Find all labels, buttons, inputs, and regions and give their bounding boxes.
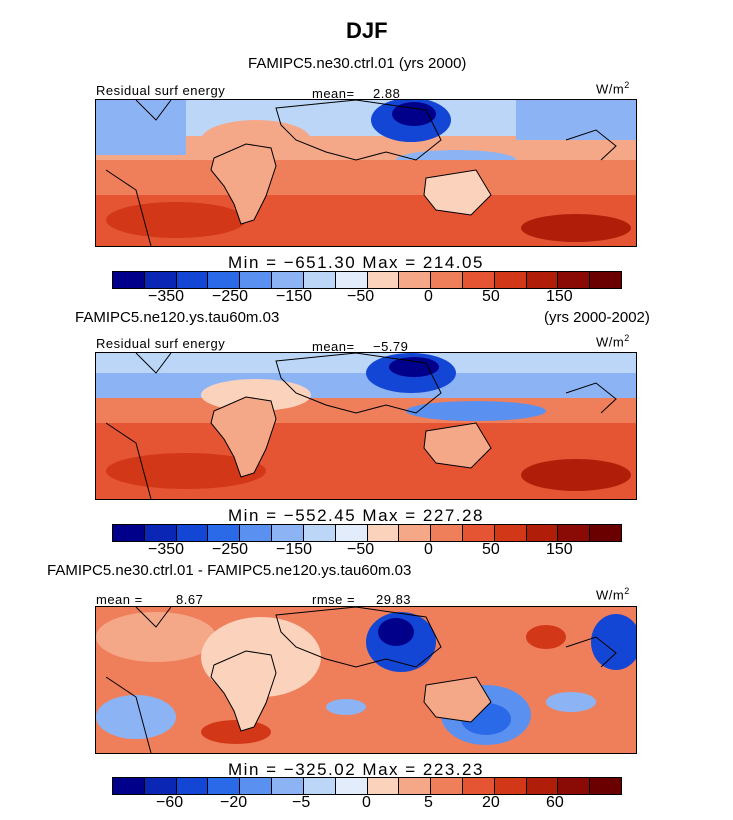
colorbar-swatch: [240, 778, 273, 794]
colorbar-swatch: [494, 525, 527, 541]
panel1-mean-label: mean=: [312, 86, 355, 101]
panel3-map-svg: [96, 607, 636, 753]
colorbar-swatch: [144, 778, 177, 794]
colorbar-swatch: [431, 778, 463, 794]
panel2-tick-5: 50: [482, 541, 500, 558]
colorbar-swatch: [335, 778, 368, 794]
colorbar-swatch: [399, 525, 432, 541]
colorbar-swatch: [399, 272, 432, 288]
panel1-units: W/m2: [596, 80, 630, 97]
colorbar-swatch: [494, 778, 527, 794]
panel2-case-label: FAMIPC5.ne120.ys.tau60m.03: [75, 309, 280, 326]
panel3-tick-3: 0: [362, 794, 371, 811]
panel1-map-svg: [96, 100, 636, 246]
panel2-mean-label: mean=: [312, 339, 355, 354]
colorbar-swatch: [431, 272, 463, 288]
panel1-map: [95, 99, 637, 247]
panel3-rmse-value: 29.83: [376, 592, 412, 607]
panel1-colorbar: [112, 271, 622, 289]
colorbar-swatch: [113, 778, 145, 794]
colorbar-swatch: [303, 272, 336, 288]
colorbar-swatch: [272, 272, 304, 288]
colorbar-swatch: [367, 525, 400, 541]
colorbar-swatch: [558, 525, 591, 541]
colorbar-swatch: [462, 778, 495, 794]
colorbar-swatch: [208, 778, 241, 794]
panel1-tick-2: −150: [276, 288, 313, 305]
colorbar-swatch: [431, 525, 463, 541]
panel2-map-svg: [96, 353, 636, 499]
colorbar-swatch: [558, 778, 591, 794]
colorbar-swatch: [208, 272, 241, 288]
panel2-map: [95, 352, 637, 500]
colorbar-swatch: [113, 525, 145, 541]
panel1-tick-3: −50: [347, 288, 375, 305]
panel2-mean-value: −5.79: [373, 339, 409, 354]
panel1-tick-5: 50: [482, 288, 500, 305]
panel1-subtitle: FAMIPC5.ne30.ctrl.01 (yrs 2000): [248, 55, 467, 72]
panel2-tick-6: 150: [546, 541, 573, 558]
panel3-diff-label: FAMIPC5.ne30.ctrl.01 - FAMIPC5.ne120.ys.…: [47, 562, 412, 579]
main-title: DJF: [346, 18, 388, 43]
colorbar-swatch: [240, 525, 273, 541]
colorbar-swatch: [335, 525, 368, 541]
panel2-tick-1: −250: [212, 541, 249, 558]
colorbar-swatch: [399, 778, 432, 794]
colorbar-swatch: [240, 272, 273, 288]
colorbar-swatch: [144, 525, 177, 541]
panel2-minmax: Min = −552.45 Max = 227.28: [228, 506, 484, 525]
panel2-field-label: Residual surf energy: [96, 336, 226, 351]
panel3-map: [95, 606, 637, 754]
panel1-tick-4: 0: [424, 288, 433, 305]
panel1-tick-0: −350: [148, 288, 185, 305]
panel1-tick-1: −250: [212, 288, 249, 305]
colorbar-swatch: [303, 525, 336, 541]
colorbar-swatch: [367, 778, 400, 794]
colorbar-swatch: [462, 525, 495, 541]
panel1-mean-value: 2.88: [373, 86, 401, 101]
colorbar-swatch: [208, 525, 241, 541]
colorbar-swatch: [558, 272, 591, 288]
colorbar-swatch: [590, 525, 621, 541]
colorbar-swatch: [176, 778, 209, 794]
panel1-minmax: Min = −651.30 Max = 214.05: [228, 253, 484, 272]
colorbar-swatch: [272, 525, 304, 541]
colorbar-swatch: [367, 272, 400, 288]
panel2-colorbar: [112, 524, 622, 542]
colorbar-swatch: [494, 272, 527, 288]
colorbar-swatch: [462, 272, 495, 288]
colorbar-swatch: [590, 272, 621, 288]
panel1-tick-6: 150: [546, 288, 573, 305]
panel2-tick-4: 0: [424, 541, 433, 558]
panel2-years-label: (yrs 2000-2002): [544, 309, 650, 326]
panel2-tick-3: −50: [347, 541, 375, 558]
colorbar-swatch: [176, 272, 209, 288]
panel2-tick-0: −350: [148, 541, 185, 558]
panel2-units: W/m2: [596, 333, 630, 350]
panel3-tick-0: −60: [156, 794, 184, 811]
panel3-units: W/m2: [596, 586, 630, 603]
panel3-colorbar: [112, 777, 622, 795]
colorbar-swatch: [526, 778, 559, 794]
colorbar-swatch: [176, 525, 209, 541]
panel3-rmse-label: rmse =: [312, 592, 356, 607]
colorbar-swatch: [526, 272, 559, 288]
panel3-minmax: Min = −325.02 Max = 223.23: [228, 760, 484, 779]
panel3-mean-label: mean =: [96, 592, 143, 607]
panel3-tick-5: 20: [482, 794, 500, 811]
panel3-tick-4: 5: [424, 794, 433, 811]
colorbar-swatch: [335, 272, 368, 288]
panel2-tick-2: −150: [276, 541, 313, 558]
panel3-tick-6: 60: [546, 794, 564, 811]
colorbar-swatch: [590, 778, 621, 794]
colorbar-swatch: [272, 778, 304, 794]
colorbar-swatch: [526, 525, 559, 541]
colorbar-swatch: [144, 272, 177, 288]
colorbar-swatch: [113, 272, 145, 288]
colorbar-swatch: [303, 778, 336, 794]
panel3-tick-1: −20: [220, 794, 248, 811]
panel3-tick-2: −5: [292, 794, 311, 811]
panel1-field-label: Residual surf energy: [96, 83, 226, 98]
panel3-mean-value: 8.67: [176, 592, 204, 607]
